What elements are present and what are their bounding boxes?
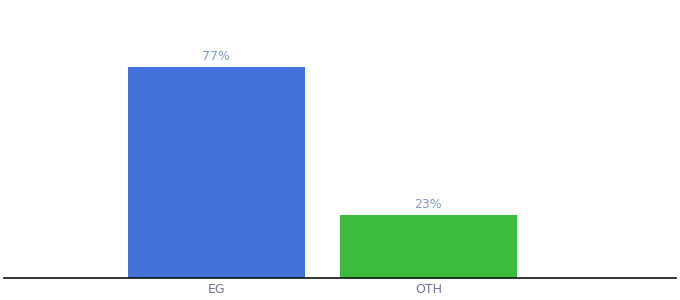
Text: 77%: 77% bbox=[202, 50, 231, 63]
Bar bbox=[340, 215, 517, 278]
Bar bbox=[128, 67, 305, 278]
Text: 23%: 23% bbox=[415, 198, 442, 211]
